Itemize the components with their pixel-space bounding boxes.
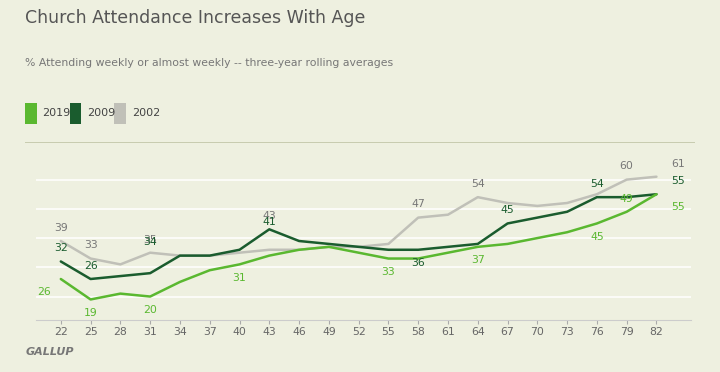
Text: 49: 49 — [620, 193, 634, 203]
Text: 2002: 2002 — [132, 109, 160, 118]
Text: 31: 31 — [233, 273, 246, 283]
Text: 35: 35 — [143, 234, 157, 244]
Text: 20: 20 — [143, 305, 157, 315]
Text: % Attending weekly or almost weekly -- three-year rolling averages: % Attending weekly or almost weekly -- t… — [25, 58, 393, 68]
Text: 55: 55 — [671, 176, 685, 186]
Text: 37: 37 — [471, 255, 485, 265]
Text: 33: 33 — [382, 267, 395, 277]
Text: 2009: 2009 — [87, 109, 115, 118]
Text: 19: 19 — [84, 308, 97, 318]
Text: GALLUP: GALLUP — [25, 347, 73, 357]
Text: 43: 43 — [262, 211, 276, 221]
Text: 26: 26 — [37, 287, 51, 297]
Text: 39: 39 — [54, 223, 68, 233]
Text: 2019: 2019 — [42, 109, 71, 118]
Text: 33: 33 — [84, 240, 97, 250]
Text: 55: 55 — [671, 202, 685, 212]
Text: 36: 36 — [411, 258, 425, 268]
Text: 47: 47 — [411, 199, 425, 209]
Text: Church Attendance Increases With Age: Church Attendance Increases With Age — [25, 9, 366, 27]
Text: 26: 26 — [84, 261, 97, 271]
Text: 45: 45 — [590, 232, 604, 242]
Text: 54: 54 — [590, 179, 604, 189]
Text: 54: 54 — [471, 179, 485, 189]
Text: 60: 60 — [620, 161, 634, 171]
Text: 34: 34 — [143, 237, 157, 247]
Text: 41: 41 — [262, 217, 276, 227]
Text: 61: 61 — [671, 158, 685, 169]
Text: 45: 45 — [500, 205, 514, 215]
Text: 32: 32 — [54, 243, 68, 253]
